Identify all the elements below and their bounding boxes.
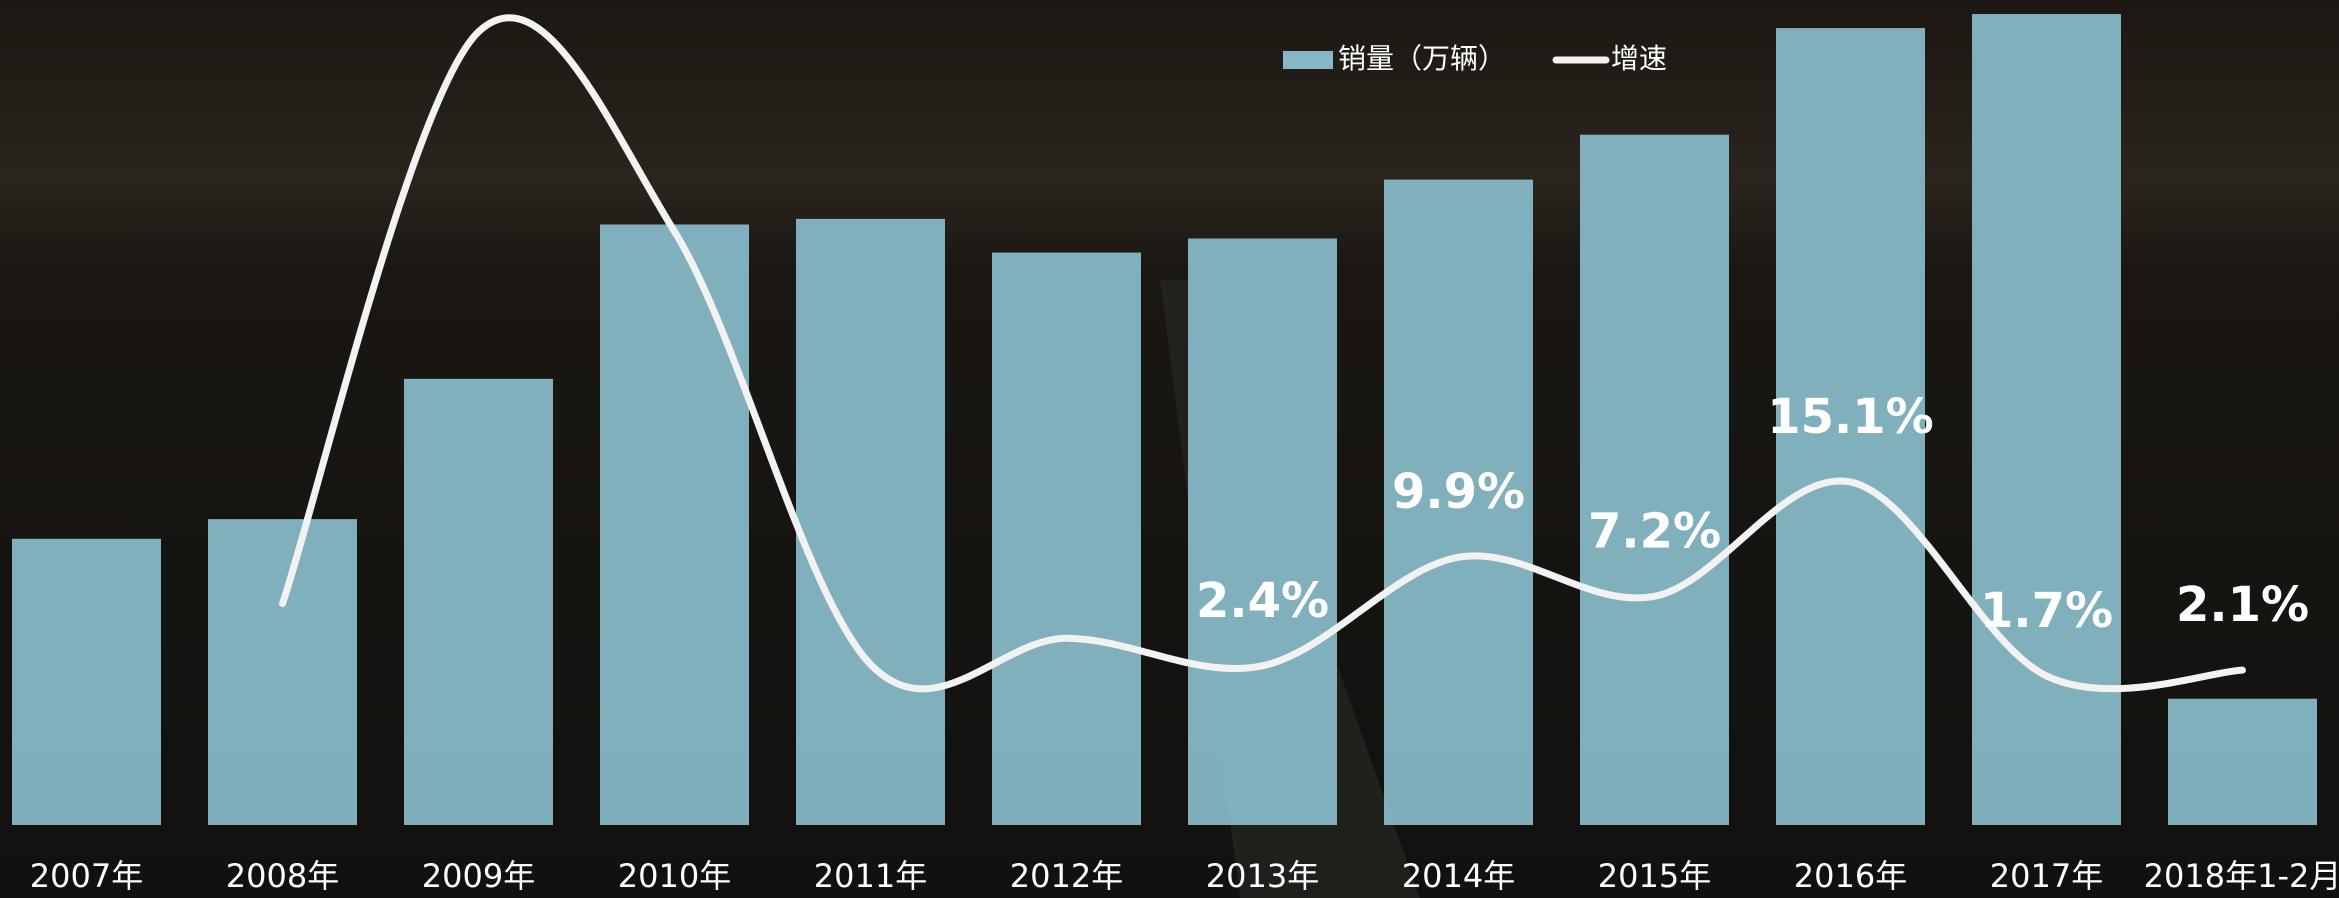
data-label: 1.7% xyxy=(1980,583,2113,639)
x-tick-label: 2007年 xyxy=(30,857,143,895)
legend-swatch xyxy=(1283,51,1333,69)
x-tick-label: 2008年 xyxy=(226,857,339,895)
legend-label: 增速 xyxy=(1611,42,1667,75)
bar xyxy=(1188,238,1337,826)
x-tick-label: 2013年 xyxy=(1206,857,1319,895)
x-tick-label: 2009年 xyxy=(422,857,535,895)
data-label: 2.4% xyxy=(1196,573,1329,629)
bar xyxy=(1384,179,1533,825)
bar xyxy=(2168,698,2317,825)
bar xyxy=(404,378,553,825)
bar xyxy=(1776,28,1925,826)
legend-label: 销量（万辆） xyxy=(1338,42,1506,75)
x-tick-label: 2011年 xyxy=(814,857,927,895)
data-label: 2.1% xyxy=(2176,577,2309,633)
bar xyxy=(600,224,749,825)
bar xyxy=(1580,134,1729,826)
data-label: 15.1% xyxy=(1767,389,1934,445)
x-tick-label: 2015年 xyxy=(1598,857,1711,895)
x-tick-label: 2018年1-2月 xyxy=(2144,857,2339,895)
x-tick-label: 2010年 xyxy=(618,857,731,895)
bar xyxy=(796,218,945,825)
bar xyxy=(1972,14,2121,825)
x-tick-label: 2012年 xyxy=(1010,857,1123,895)
growth-line xyxy=(279,14,2246,693)
bar xyxy=(12,538,161,825)
x-tick-label: 2016年 xyxy=(1794,857,1907,895)
x-tick-label: 2014年 xyxy=(1402,857,1515,895)
data-label: 7.2% xyxy=(1588,503,1721,559)
data-label: 9.9% xyxy=(1392,464,1525,520)
x-tick-label: 2017年 xyxy=(1990,857,2103,895)
bar xyxy=(992,252,1141,825)
bar xyxy=(208,519,357,825)
